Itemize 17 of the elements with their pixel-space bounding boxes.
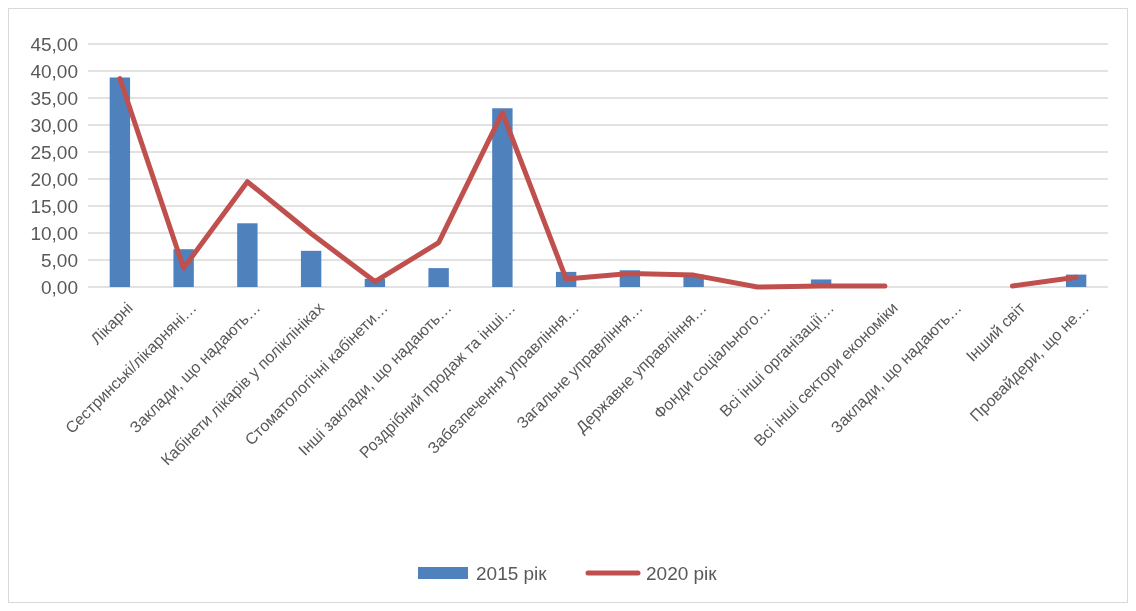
bar: [428, 268, 449, 287]
y-tick-label: 35,00: [30, 87, 78, 109]
y-tick-label: 0,00: [41, 276, 78, 298]
y-tick-label: 25,00: [30, 141, 78, 163]
legend-label: 2015 рік: [476, 562, 548, 584]
y-tick-label: 20,00: [30, 168, 78, 190]
bar: [109, 77, 131, 287]
y-tick-label: 5,00: [41, 249, 78, 271]
y-tick-label: 45,00: [30, 33, 78, 55]
y-tick-label: 15,00: [30, 195, 78, 217]
y-tick-label: 30,00: [30, 114, 78, 136]
y-tick-label: 10,00: [30, 222, 78, 244]
legend-label: 2020 рік: [646, 562, 718, 584]
bar: [492, 108, 513, 287]
y-tick-label: 40,00: [30, 60, 78, 82]
bar: [237, 223, 258, 287]
bar: [300, 250, 322, 287]
